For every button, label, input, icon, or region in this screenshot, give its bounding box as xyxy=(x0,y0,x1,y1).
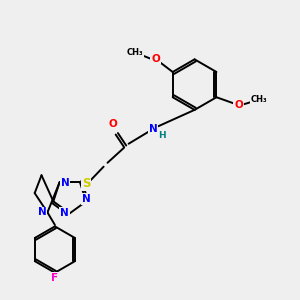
Text: O: O xyxy=(109,118,118,128)
Text: N: N xyxy=(82,194,91,204)
Text: O: O xyxy=(151,54,160,64)
Text: CH₃: CH₃ xyxy=(251,95,268,104)
Text: N: N xyxy=(38,207,46,218)
Text: N: N xyxy=(148,124,157,134)
Text: S: S xyxy=(82,177,90,190)
Text: O: O xyxy=(234,100,243,110)
Text: CH₃: CH₃ xyxy=(126,48,143,57)
Text: N: N xyxy=(61,178,69,188)
Text: N: N xyxy=(60,208,69,218)
Text: H: H xyxy=(158,130,166,140)
Text: F: F xyxy=(51,272,58,283)
